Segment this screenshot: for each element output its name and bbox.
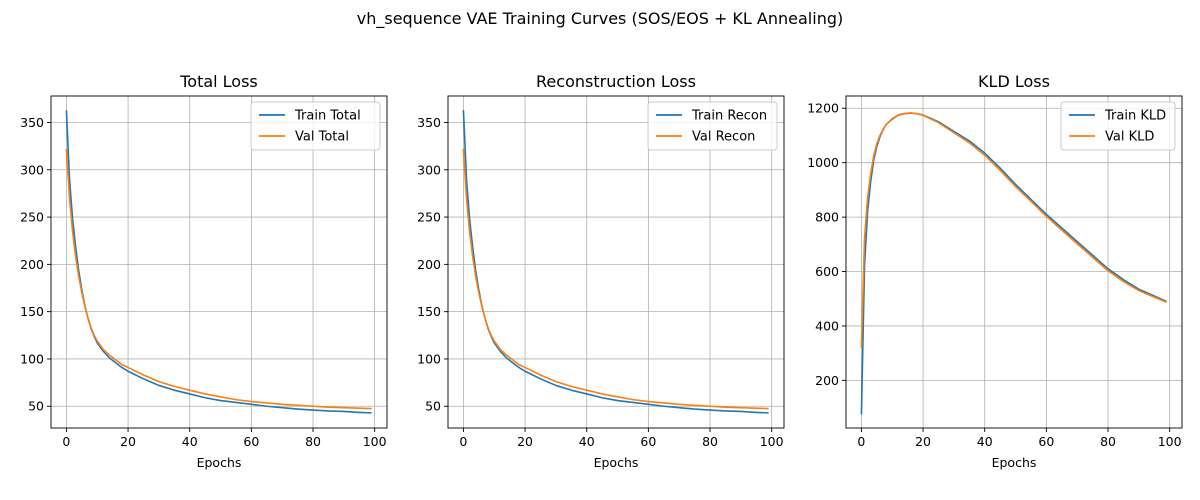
y-tick-label: 50: [425, 399, 441, 414]
y-tick-label: 250: [417, 210, 441, 225]
x-tick-label: 20: [517, 434, 533, 449]
y-tick-label: 150: [20, 304, 44, 319]
series-line-val: [65, 148, 372, 410]
panel-title: Total Loss: [179, 72, 258, 91]
x-tick-label: 80: [1100, 434, 1116, 449]
y-tick-label: 200: [417, 257, 441, 272]
series-line-val: [462, 148, 769, 410]
y-tick-label: 200: [20, 257, 44, 272]
legend: Train KLD Val KLD: [1060, 101, 1176, 151]
legend-label: Train KLD: [1104, 109, 1166, 124]
y-tick-label: 50: [28, 399, 44, 414]
x-tick-label: 100: [363, 434, 387, 449]
figure-title: vh_sequence VAE Training Curves (SOS/EOS…: [357, 9, 843, 29]
x-tick-label: 60: [1038, 434, 1054, 449]
series-line-train: [860, 112, 1167, 415]
legend-box: [647, 101, 778, 151]
legend-label: Train Recon: [691, 109, 767, 124]
x-tick-label: 100: [1158, 434, 1182, 449]
legend: Train Total Val Total: [250, 101, 381, 151]
axes-frame: [447, 95, 785, 429]
panel-1: 0 20 40 60 80 100 50 100 150 200 250 300 350 Total Lo…: [20, 72, 388, 470]
x-tick-label: 40: [182, 434, 198, 449]
y-tick-label: 250: [20, 210, 44, 225]
x-tick-label: 40: [579, 434, 595, 449]
x-tick-label: 0: [459, 434, 467, 449]
panel-title: Reconstruction Loss: [536, 72, 696, 91]
series-line-train: [65, 110, 372, 414]
x-tick-label: 0: [62, 434, 70, 449]
axes-frame: [845, 95, 1183, 429]
x-axis-label: Epochs: [594, 455, 639, 470]
y-tick-label: 300: [20, 162, 44, 177]
x-tick-label: 80: [702, 434, 718, 449]
y-tick-label: 600: [815, 264, 839, 279]
legend: Train Recon Val Recon: [647, 101, 778, 151]
series-line-train: [462, 110, 769, 414]
y-tick-label: 200: [815, 373, 839, 388]
x-tick-label: 80: [305, 434, 321, 449]
x-axis-label: Epochs: [992, 455, 1037, 470]
legend-box: [250, 101, 381, 151]
y-tick-label: 1200: [807, 101, 839, 116]
panel-title: KLD Loss: [978, 72, 1050, 91]
x-tick-label: 0: [857, 434, 865, 449]
legend-label: Val KLD: [1105, 130, 1154, 145]
y-tick-label: 150: [417, 304, 441, 319]
x-tick-label: 100: [760, 434, 784, 449]
x-tick-label: 60: [243, 434, 259, 449]
legend-label: Val Recon: [692, 130, 755, 145]
panel-3: 0 20 40 60 80 100 200 400 600 800 1000 1200 KLD Loss…: [807, 72, 1183, 470]
x-tick-label: 40: [977, 434, 993, 449]
y-tick-label: 800: [815, 210, 839, 225]
x-tick-label: 20: [915, 434, 931, 449]
panel-2: 0 20 40 60 80 100 50 100 150 200 250 300 350 Reconstr…: [417, 72, 785, 470]
x-axis-label: Epochs: [197, 455, 242, 470]
y-tick-label: 300: [417, 162, 441, 177]
y-tick-label: 400: [815, 318, 839, 333]
y-tick-label: 100: [20, 351, 44, 366]
series-line-val: [860, 112, 1167, 348]
x-tick-label: 60: [640, 434, 656, 449]
x-tick-label: 20: [120, 434, 136, 449]
legend-box: [1060, 101, 1176, 151]
legend-label: Val Total: [295, 130, 349, 145]
legend-label: Train Total: [294, 109, 361, 124]
y-tick-label: 1000: [807, 155, 839, 170]
y-tick-label: 350: [417, 115, 441, 130]
axes-frame: [50, 95, 388, 429]
y-tick-label: 100: [417, 351, 441, 366]
y-tick-label: 350: [20, 115, 44, 130]
